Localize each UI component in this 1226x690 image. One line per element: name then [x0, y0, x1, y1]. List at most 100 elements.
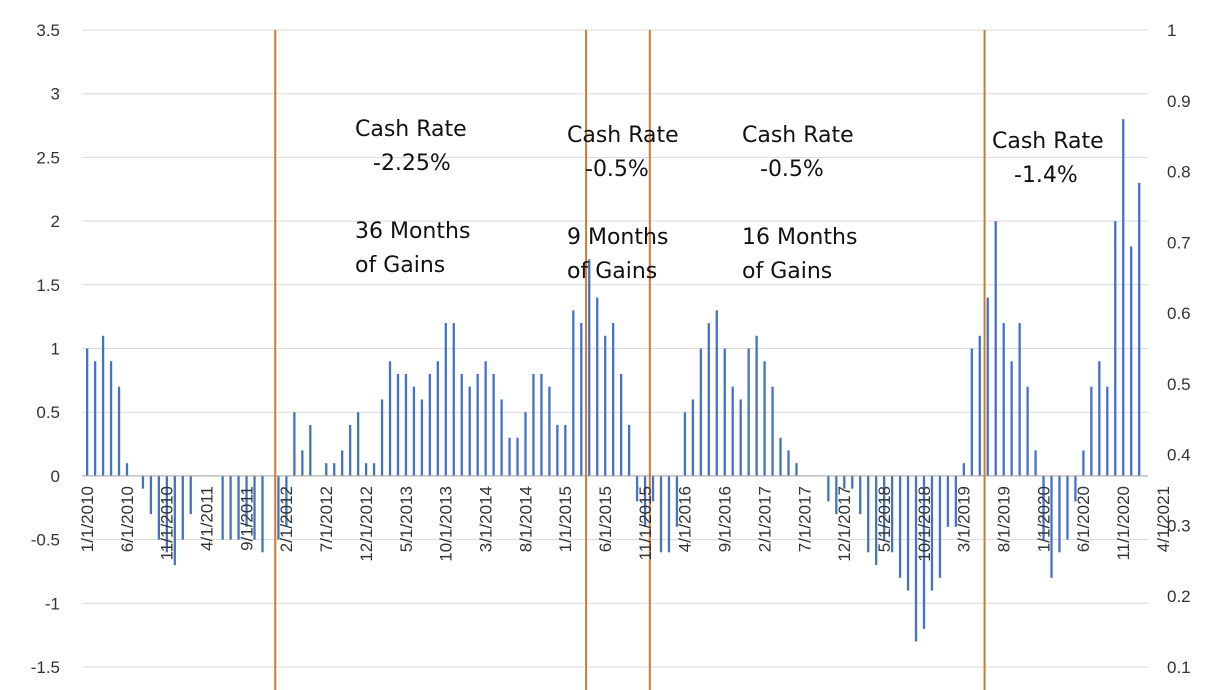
x-tick-label: 8/1/2014: [516, 486, 535, 552]
x-tick-label: 2/1/2012: [277, 486, 296, 552]
bar: [1130, 246, 1133, 476]
bar: [635, 475, 639, 502]
annotation-line: -1.4%: [1014, 163, 1078, 188]
bar: [484, 361, 487, 476]
bar: [970, 348, 973, 476]
x-tick-label: 8/1/2019: [995, 486, 1014, 552]
bar: [779, 437, 782, 476]
bar: [492, 373, 495, 476]
bar: [699, 348, 702, 476]
bar: [452, 323, 455, 476]
bar: [301, 450, 304, 476]
bar: [117, 386, 121, 476]
x-tick-label: 6/1/2020: [1074, 486, 1093, 552]
bar: [906, 475, 910, 591]
left-y-tick-label: -1.5: [31, 658, 60, 677]
bar: [890, 475, 894, 553]
x-tick-label: 12/1/2017: [835, 486, 854, 562]
x-tick-label: 6/1/2010: [118, 486, 137, 552]
bar: [356, 412, 360, 476]
bar: [372, 463, 376, 476]
x-tick-label: 1/1/2020: [1034, 486, 1053, 552]
x-tick-label: 7/1/2017: [795, 486, 814, 552]
left-y-tick-label: 0: [51, 467, 60, 486]
bar: [1050, 475, 1053, 578]
bar: [954, 475, 958, 527]
annotation-line: of Gains: [567, 259, 657, 284]
x-tick-label: 10/1/2018: [915, 486, 934, 562]
bar: [867, 475, 870, 553]
bar: [731, 386, 734, 476]
right-y-tick-label: 0.9: [1167, 92, 1191, 111]
bar: [572, 310, 575, 476]
x-tick-label: 5/1/2018: [875, 486, 894, 552]
left-y-tick-label: 3: [51, 85, 60, 104]
bar: [285, 475, 288, 527]
right-y-tick-label: 1: [1167, 21, 1176, 40]
left-y-tick-label: 1: [51, 340, 60, 359]
x-tick-label: 3/1/2014: [476, 486, 495, 552]
x-tick-label: 4/1/2016: [676, 486, 695, 552]
bar: [659, 475, 663, 553]
x-tick-label: 2/1/2017: [755, 486, 774, 552]
bar: [1106, 386, 1109, 476]
bar: [500, 399, 503, 476]
bars: [86, 119, 1141, 642]
right-y-tick-label: 0.3: [1167, 516, 1191, 535]
bar: [165, 475, 168, 553]
bar: [1122, 119, 1125, 476]
bar: [882, 475, 886, 540]
bar: [715, 310, 718, 476]
bar: [380, 399, 384, 476]
bar: [548, 386, 551, 476]
bar: [994, 221, 997, 476]
bar: [253, 475, 256, 540]
bar: [1074, 475, 1077, 502]
bar: [707, 323, 710, 476]
bar: [109, 361, 113, 476]
bar: [245, 475, 248, 527]
x-tick-label: 4/1/2011: [198, 486, 217, 551]
bar: [1018, 323, 1021, 476]
bar: [524, 412, 527, 476]
bar: [444, 323, 447, 476]
bar: [1066, 475, 1069, 540]
bar: [564, 424, 567, 476]
bar: [149, 475, 153, 515]
bar: [468, 386, 471, 476]
x-tick-label: 9/1/2016: [716, 486, 735, 552]
bar: [627, 424, 631, 476]
bar: [691, 399, 695, 476]
right-y-axis-ticks: 1 0.9 0.8 0.7 0.6 0.5 0.4 0.3 0.2 0.1: [1167, 21, 1191, 677]
bar: [986, 297, 989, 476]
bar: [556, 424, 559, 476]
bar: [173, 475, 176, 566]
bar: [1098, 361, 1101, 476]
bar: [309, 424, 312, 476]
annotation-line: -0.5%: [760, 157, 824, 182]
bar: [237, 475, 240, 540]
x-tick-label: 10/1/2013: [437, 486, 456, 562]
x-tick-label: 4/1/2021: [1154, 486, 1173, 552]
bar: [835, 475, 838, 515]
right-y-tick-label: 0.8: [1167, 163, 1191, 182]
bar: [1042, 475, 1045, 540]
bar: [189, 475, 192, 515]
bar: [619, 373, 623, 476]
bar: [763, 361, 766, 476]
bar: [604, 335, 607, 476]
bar: [612, 323, 615, 476]
x-tick-label: 1/1/2010: [78, 486, 97, 552]
bar: [325, 463, 328, 476]
bar: [508, 437, 511, 476]
bar: [898, 475, 902, 578]
left-y-tick-label: 3.5: [36, 21, 60, 40]
right-y-tick-label: 0.7: [1167, 233, 1191, 252]
bar: [341, 450, 344, 476]
bar: [930, 475, 934, 591]
bar: [404, 373, 408, 476]
bar: [675, 475, 679, 527]
bar: [859, 475, 862, 515]
bar: [596, 297, 599, 476]
